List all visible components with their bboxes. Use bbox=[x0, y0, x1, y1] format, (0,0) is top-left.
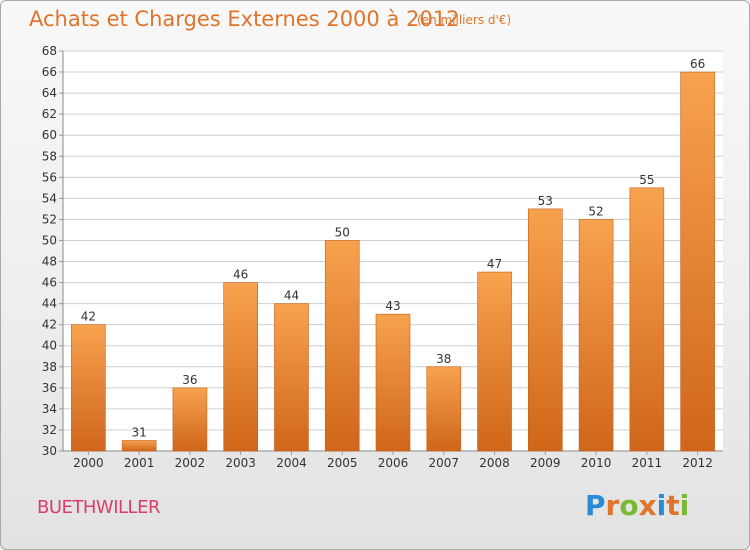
bar bbox=[324, 240, 360, 452]
x-tick-label: 2006 bbox=[378, 456, 409, 470]
y-tick-label: 48 bbox=[42, 255, 57, 269]
x-tick-label: 2004 bbox=[276, 456, 307, 470]
bar bbox=[121, 440, 157, 452]
logo-letter: o bbox=[619, 489, 639, 522]
bar bbox=[274, 303, 309, 452]
bar-value-label: 42 bbox=[81, 310, 96, 324]
logo-letter: P bbox=[585, 489, 606, 522]
bar bbox=[477, 271, 512, 452]
bar-value-label: 52 bbox=[588, 204, 603, 218]
bar-value-label: 55 bbox=[639, 173, 654, 187]
x-tick-label: 2009 bbox=[530, 456, 561, 470]
logo-letter: x bbox=[638, 489, 657, 522]
y-tick-label: 66 bbox=[42, 65, 57, 79]
bar-value-label: 31 bbox=[132, 425, 147, 439]
y-tick-label: 52 bbox=[42, 212, 57, 226]
y-tick-label: 40 bbox=[42, 339, 57, 353]
y-tick-label: 64 bbox=[42, 86, 57, 100]
bar bbox=[578, 219, 614, 452]
y-tick-label: 46 bbox=[42, 276, 57, 290]
y-tick-label: 38 bbox=[42, 360, 57, 374]
x-tick-label: 2001 bbox=[124, 456, 155, 470]
bar-value-label: 50 bbox=[335, 225, 350, 239]
x-tick-label: 2005 bbox=[327, 456, 358, 470]
logo-letter: r bbox=[605, 489, 620, 522]
y-tick-label: 32 bbox=[42, 423, 57, 437]
x-tick-label: 2003 bbox=[225, 456, 256, 470]
x-tick-label: 2007 bbox=[428, 456, 459, 470]
logo-letter: t bbox=[666, 489, 680, 522]
x-tick-label: 2000 bbox=[73, 456, 104, 470]
y-tick-label: 68 bbox=[42, 44, 57, 58]
x-tick-label: 2008 bbox=[479, 456, 510, 470]
logo-letter: i bbox=[679, 489, 690, 522]
bar-value-label: 44 bbox=[284, 289, 299, 303]
y-tick-label: 56 bbox=[42, 170, 57, 184]
x-tick-label: 2002 bbox=[175, 456, 206, 470]
bar-value-label: 38 bbox=[436, 352, 451, 366]
bar bbox=[172, 387, 208, 452]
y-tick-label: 60 bbox=[42, 128, 57, 142]
y-tick-label: 58 bbox=[42, 149, 57, 163]
chart-unit: (en milliers d'€) bbox=[417, 13, 512, 27]
bar bbox=[629, 187, 665, 452]
bar-value-label: 47 bbox=[487, 257, 502, 271]
bar bbox=[223, 282, 258, 452]
chart-title: Achats et Charges Externes 2000 à 2012 bbox=[29, 7, 460, 31]
commune-name: BUETHWILLER bbox=[37, 497, 160, 518]
x-tick-label: 2010 bbox=[581, 456, 612, 470]
y-tick-label: 62 bbox=[42, 107, 57, 121]
bar-value-label: 46 bbox=[233, 268, 248, 282]
y-tick-label: 44 bbox=[42, 297, 57, 311]
bar-value-label: 66 bbox=[690, 57, 705, 71]
bar bbox=[680, 71, 715, 452]
y-tick-label: 36 bbox=[42, 381, 57, 395]
x-tick-label: 2011 bbox=[632, 456, 663, 470]
y-tick-label: 34 bbox=[42, 402, 57, 416]
logo-letter: i bbox=[656, 489, 667, 522]
y-tick-label: 42 bbox=[42, 318, 57, 332]
bar-value-label: 36 bbox=[182, 373, 197, 387]
bar bbox=[375, 313, 411, 452]
y-tick-label: 50 bbox=[42, 233, 57, 247]
proxiti-logo[interactable]: Proxiti bbox=[585, 489, 689, 522]
bar bbox=[528, 208, 563, 452]
x-tick-label: 2012 bbox=[682, 456, 713, 470]
bar bbox=[426, 366, 462, 452]
y-tick-label: 54 bbox=[42, 191, 57, 205]
bar bbox=[71, 324, 106, 452]
y-tick-label: 30 bbox=[42, 444, 57, 458]
bar-value-label: 53 bbox=[538, 194, 553, 208]
bar-value-label: 43 bbox=[385, 299, 400, 313]
